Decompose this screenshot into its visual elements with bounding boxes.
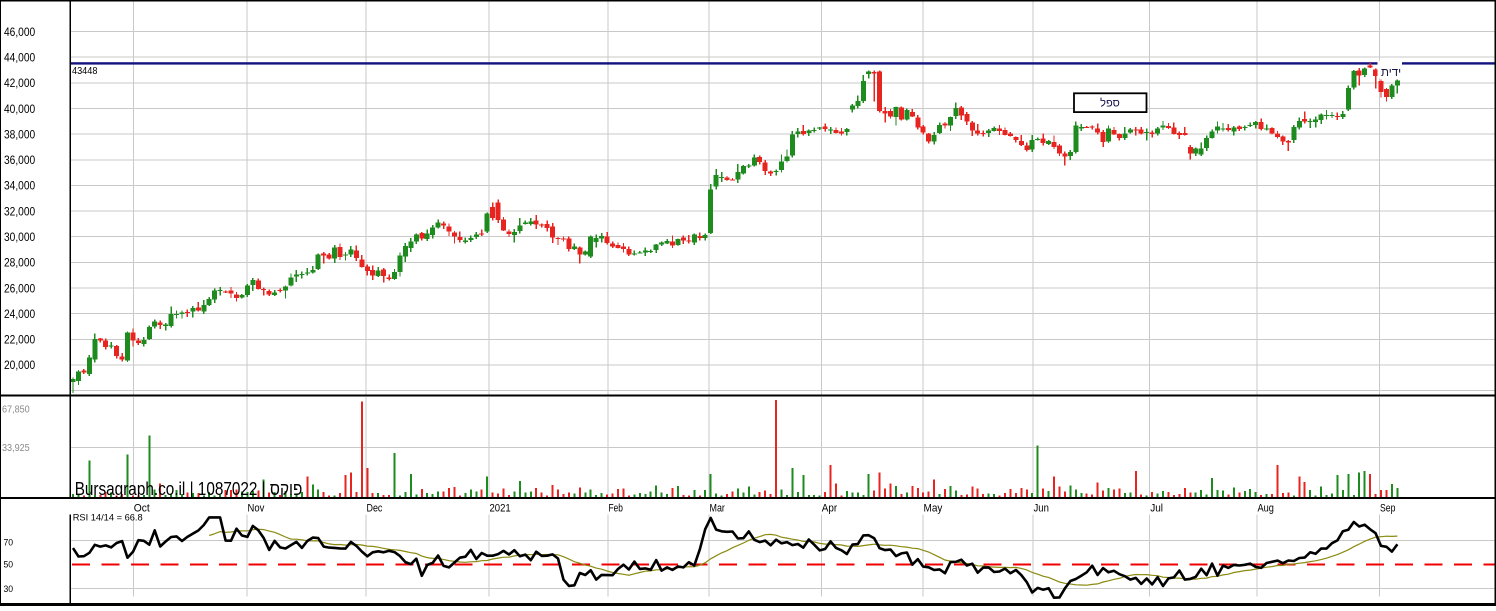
svg-text:RSI 14/14 = 66.8: RSI 14/14 = 66.8 <box>73 512 143 523</box>
svg-text:ספל: ספל <box>1100 96 1120 109</box>
svg-text:Bursagraph.co.il | 1087022 | פ: Bursagraph.co.il | 1087022 | פוקס <box>75 478 303 499</box>
svg-text:70: 70 <box>4 537 14 548</box>
svg-text:20,000: 20,000 <box>4 360 35 372</box>
svg-text:67,850: 67,850 <box>2 405 30 416</box>
svg-text:34,000: 34,000 <box>4 181 35 193</box>
svg-text:22,000: 22,000 <box>4 335 35 347</box>
svg-text:Aug: Aug <box>1258 502 1274 514</box>
svg-text:44,000: 44,000 <box>4 53 35 65</box>
svg-text:2021: 2021 <box>490 502 511 514</box>
svg-text:Feb: Feb <box>609 502 623 514</box>
svg-text:May: May <box>924 502 943 514</box>
svg-text:Jul: Jul <box>1150 502 1163 514</box>
svg-text:32,000: 32,000 <box>4 206 35 218</box>
svg-text:36,000: 36,000 <box>4 155 35 167</box>
svg-text:Nov: Nov <box>248 502 265 514</box>
svg-text:Apr: Apr <box>822 502 838 514</box>
svg-text:33,925: 33,925 <box>2 443 30 454</box>
svg-text:24,000: 24,000 <box>4 309 35 321</box>
svg-text:Oct: Oct <box>134 502 150 514</box>
svg-text:30,000: 30,000 <box>4 232 35 244</box>
svg-text:28,000: 28,000 <box>4 258 35 270</box>
svg-text:26,000: 26,000 <box>4 283 35 295</box>
svg-text:43448: 43448 <box>72 66 98 77</box>
svg-text:38,000: 38,000 <box>4 130 35 142</box>
svg-text:30: 30 <box>4 584 14 595</box>
svg-text:46,000: 46,000 <box>4 27 35 39</box>
svg-text:Mar: Mar <box>710 502 726 514</box>
svg-text:Jun: Jun <box>1034 502 1049 514</box>
svg-text:ידית: ידית <box>1381 67 1401 79</box>
svg-text:40,000: 40,000 <box>4 104 35 116</box>
svg-text:Dec: Dec <box>367 502 383 514</box>
svg-text:42,000: 42,000 <box>4 78 35 90</box>
svg-text:Sep: Sep <box>1380 502 1395 514</box>
svg-text:50: 50 <box>4 560 14 571</box>
